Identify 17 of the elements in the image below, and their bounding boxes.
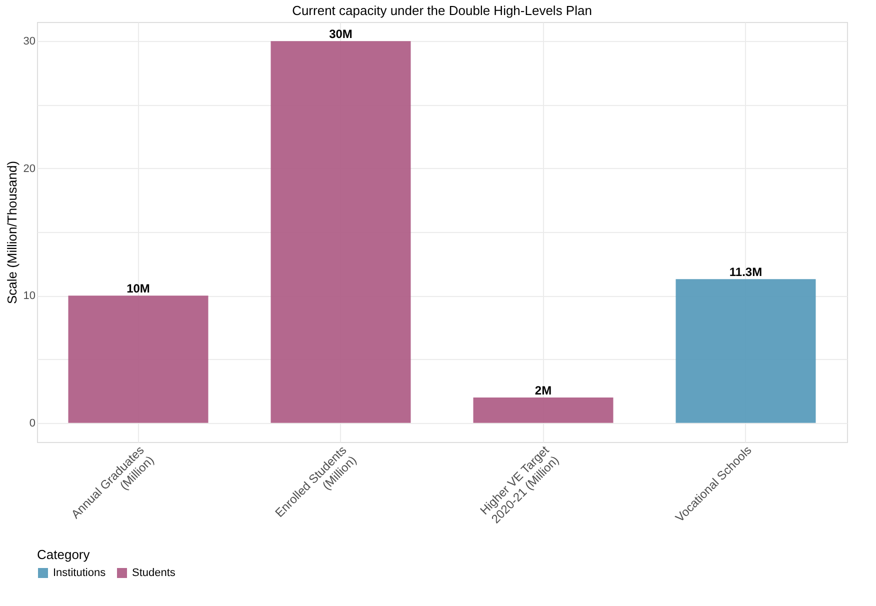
bar [270,41,411,423]
bar [68,296,208,423]
y-tick-label: 0 [29,417,36,430]
bar [676,279,816,423]
data-label: 11.3M [729,265,762,280]
bar [473,397,614,423]
y-tick-label: 20 [23,162,36,175]
y-tick-label: 10 [23,290,36,302]
data-label: 2M [534,383,552,398]
legend-label: Institutions [53,567,106,579]
data-label: 30M [329,27,352,42]
data-label: 10M [126,282,150,296]
chart-title: Current capacity under the Double High-Levels Plan [292,3,592,18]
legend-label: Students [132,567,176,579]
legend-title: Category [37,547,90,562]
y-axis-title: Scale (Million/Thousand) [4,160,20,304]
y-tick-label: 30 [23,36,36,48]
